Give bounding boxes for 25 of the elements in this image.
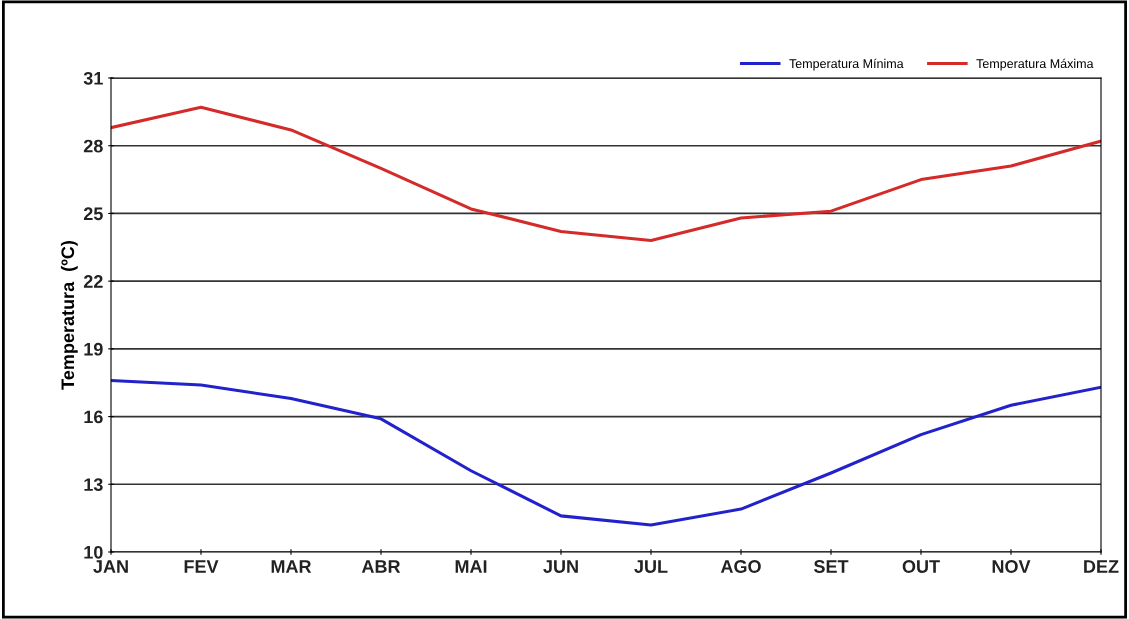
y-tick-label: 31 (83, 71, 103, 85)
y-tick-label: 19 (84, 342, 103, 356)
x-tick-label: NOV (992, 560, 1031, 573)
x-tick-label: AGO (720, 560, 761, 573)
x-tick-label: OUT (902, 560, 940, 573)
line-series (111, 105, 1101, 243)
x-tick-label: FEV (184, 560, 219, 573)
legend-label: Temperatura Máxima (976, 58, 1094, 71)
line-series (111, 378, 1101, 527)
x-tick-label: JAN (93, 560, 128, 573)
y-tick-label: 28 (83, 139, 103, 153)
legend-label: Temperatura Mínima (789, 58, 904, 71)
x-tick-label: DEZ (1084, 560, 1119, 573)
x-tick-label: ABR (361, 560, 401, 573)
x-tick-label: JUN (543, 560, 578, 573)
y-tick-label: 13 (84, 478, 103, 492)
x-tick-label: MAI (455, 560, 487, 573)
y-tick-label: 22 (83, 275, 103, 288)
y-axis-title: Temperatura (ºC) (60, 241, 78, 390)
x-tick-label: JUL (634, 560, 668, 573)
y-tick-label: 25 (83, 207, 103, 221)
y-tick-label: 10 (84, 545, 103, 559)
y-tick-label: 16 (84, 410, 103, 424)
x-tick-label: SET (813, 560, 849, 573)
x-tick-label: MAR (271, 560, 312, 573)
